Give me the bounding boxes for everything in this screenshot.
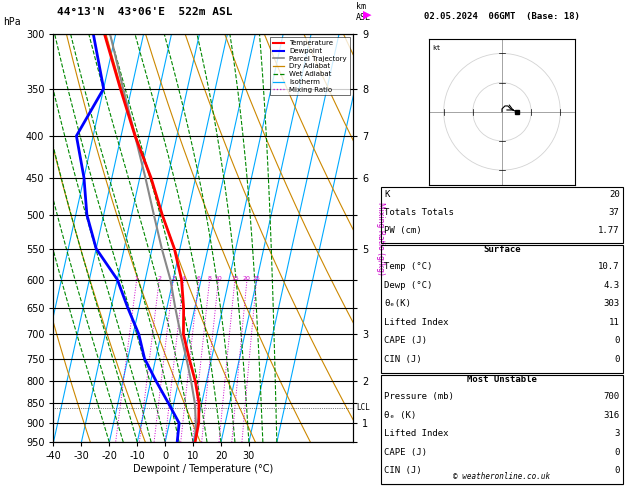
Text: Most Unstable: Most Unstable	[467, 375, 537, 384]
Text: 37: 37	[609, 208, 620, 217]
Text: CIN (J): CIN (J)	[384, 466, 422, 475]
Text: 6: 6	[196, 276, 201, 281]
Text: K: K	[384, 190, 390, 199]
Text: Totals Totals: Totals Totals	[384, 208, 454, 217]
Text: 1.77: 1.77	[598, 226, 620, 236]
Text: 0: 0	[614, 466, 620, 475]
Text: kt: kt	[432, 45, 440, 51]
Legend: Temperature, Dewpoint, Parcel Trajectory, Dry Adiabat, Wet Adiabat, Isotherm, Mi: Temperature, Dewpoint, Parcel Trajectory…	[270, 37, 350, 95]
Text: 20: 20	[243, 276, 251, 281]
Text: 25: 25	[252, 276, 260, 281]
Text: 10: 10	[214, 276, 222, 281]
Text: 3: 3	[614, 429, 620, 438]
Text: ▶: ▶	[364, 10, 372, 19]
Text: Lifted Index: Lifted Index	[384, 429, 449, 438]
Text: Temp (°C): Temp (°C)	[384, 262, 433, 272]
Text: 20: 20	[609, 190, 620, 199]
Text: θₑ(K): θₑ(K)	[384, 299, 411, 309]
Text: Surface: Surface	[483, 245, 521, 255]
Text: 3: 3	[171, 276, 175, 281]
Text: CAPE (J): CAPE (J)	[384, 448, 428, 457]
Text: Lifted Index: Lifted Index	[384, 318, 449, 327]
Text: PW (cm): PW (cm)	[384, 226, 422, 236]
Text: 15: 15	[231, 276, 238, 281]
Text: 11: 11	[609, 318, 620, 327]
Text: 700: 700	[603, 392, 620, 401]
Text: 8: 8	[208, 276, 211, 281]
Text: CIN (J): CIN (J)	[384, 355, 422, 364]
X-axis label: Dewpoint / Temperature (°C): Dewpoint / Temperature (°C)	[133, 464, 274, 474]
Text: Pressure (mb): Pressure (mb)	[384, 392, 454, 401]
Text: 316: 316	[603, 411, 620, 420]
Text: 0: 0	[614, 448, 620, 457]
Text: 02.05.2024  06GMT  (Base: 18): 02.05.2024 06GMT (Base: 18)	[424, 12, 580, 21]
Text: hPa: hPa	[3, 17, 21, 27]
Text: km
ASL: km ASL	[356, 2, 371, 22]
Text: 0: 0	[614, 355, 620, 364]
Text: 0: 0	[614, 336, 620, 346]
Text: 2: 2	[157, 276, 161, 281]
Text: Dewp (°C): Dewp (°C)	[384, 281, 433, 290]
Text: 1: 1	[135, 276, 138, 281]
Text: 4: 4	[181, 276, 186, 281]
Y-axis label: Mixing Ratio (g/kg): Mixing Ratio (g/kg)	[376, 202, 385, 275]
Text: θₑ (K): θₑ (K)	[384, 411, 416, 420]
Text: 10.7: 10.7	[598, 262, 620, 272]
Text: 44°13'N  43°06'E  522m ASL: 44°13'N 43°06'E 522m ASL	[57, 7, 232, 17]
Text: LCL: LCL	[356, 403, 370, 412]
Text: © weatheronline.co.uk: © weatheronline.co.uk	[454, 472, 550, 481]
Text: CAPE (J): CAPE (J)	[384, 336, 428, 346]
Text: 303: 303	[603, 299, 620, 309]
Text: 4.3: 4.3	[603, 281, 620, 290]
